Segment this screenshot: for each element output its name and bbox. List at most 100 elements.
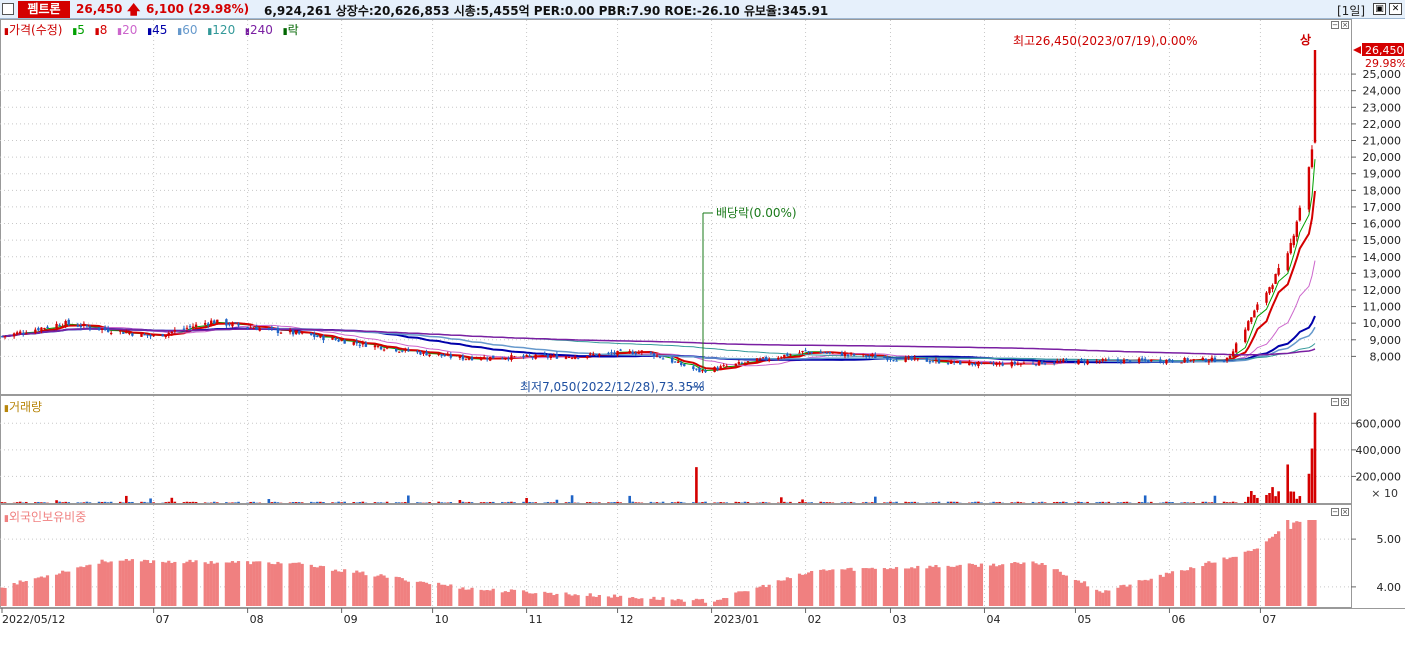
foreign-ratio-bar: [1137, 580, 1141, 606]
candle-body: [704, 370, 707, 373]
foreign-ratio-bar: [121, 560, 125, 606]
stock-name[interactable]: 펨트론: [18, 1, 70, 18]
low-arrow-icon: [690, 381, 704, 388]
candle-body: [968, 362, 971, 366]
volume-bar: [552, 502, 556, 503]
volume-bar: [103, 501, 107, 503]
volume-bar: [1207, 502, 1211, 503]
volume-bar: [270, 502, 274, 503]
volume-bar: [276, 502, 280, 503]
foreign-ratio-bar: [1125, 586, 1129, 606]
candle-body: [1207, 361, 1211, 363]
close-window-button[interactable]: ✕: [1389, 3, 1402, 15]
volume-bar: [531, 502, 534, 503]
foreign-ratio-bar: [0, 587, 4, 606]
candle-body: [1043, 363, 1047, 365]
foreign-ratio-bar: [564, 592, 568, 606]
candle-body: [355, 341, 358, 344]
volume-bar: [106, 502, 110, 503]
candle-body: [143, 334, 146, 336]
foreign-ratio-bar: [1189, 567, 1193, 606]
volume-bar: [237, 501, 240, 503]
foreign-minimize-button[interactable]: −: [1331, 508, 1339, 516]
candle-body: [698, 367, 701, 373]
candle-body: [761, 357, 765, 359]
period-selector[interactable]: [1일]: [1337, 4, 1366, 18]
foreign-ratio-bar: [1167, 573, 1172, 606]
volume-bar: [397, 502, 401, 503]
foreign-ratio-bar: [255, 561, 259, 606]
volume-bar: [485, 502, 489, 503]
volume-bar: [1246, 496, 1250, 503]
foreign-ratio-bar: [1043, 564, 1047, 606]
date-tick-label: 03: [892, 613, 906, 626]
volume-bar: [955, 501, 959, 503]
volume-bar: [949, 501, 953, 503]
volume-bar: [1101, 501, 1105, 503]
candle-body: [352, 341, 355, 345]
foreign-ratio-bar: [1107, 590, 1111, 606]
candle-body: [443, 355, 446, 357]
volume-bar: [1213, 495, 1217, 503]
volume-bar: [121, 502, 125, 503]
foreign-ratio-bar: [152, 560, 156, 606]
foreign-ratio-bar: [694, 598, 699, 606]
candle-body: [868, 356, 871, 358]
price-tick-label: 17,000: [1363, 201, 1402, 214]
foreign-ratio-bar: [991, 563, 996, 606]
foreign-close-button[interactable]: ×: [1341, 508, 1349, 516]
foreign-ratio-bar: [203, 562, 207, 606]
price-tick-label: 13,000: [1363, 267, 1402, 280]
volume-bar: [1037, 502, 1041, 503]
candle-body: [34, 329, 37, 334]
foreign-ratio-bar: [194, 560, 198, 606]
volume-minimize-button[interactable]: −: [1331, 398, 1339, 406]
foreign-ratio-bar: [227, 562, 232, 606]
foreign-ratio-bar: [100, 559, 104, 606]
candle-body: [270, 326, 274, 328]
foreign-ratio-bar: [1213, 562, 1217, 606]
volume-bar: [804, 502, 807, 503]
price-tick-label: 14,000: [1363, 251, 1402, 264]
select-checkbox[interactable]: [2, 3, 14, 15]
candle-body: [0, 336, 4, 338]
foreign-ratio-bar: [807, 572, 811, 606]
volume-close-button[interactable]: ×: [1341, 398, 1349, 406]
candle-body: [1310, 149, 1314, 168]
foreign-ratio-bar: [400, 578, 404, 606]
foreign-ratio-bar: [737, 591, 741, 606]
volume-bar: [379, 502, 383, 503]
candle-body: [88, 326, 92, 329]
candle-body: [570, 357, 574, 359]
low-price-label: 최저7,050(2022/12/28),73.35%: [520, 380, 705, 394]
candle-body: [1062, 359, 1065, 362]
foreign-ratio-bar: [810, 570, 814, 606]
volume-bar: [676, 501, 680, 503]
candle-body: [1286, 253, 1289, 271]
volume-bar: [570, 495, 574, 503]
restore-window-button[interactable]: ▣: [1373, 3, 1386, 15]
volume-bar: [695, 467, 698, 503]
current-price: 26,450: [76, 2, 123, 16]
foreign-ratio-bar: [127, 560, 131, 606]
volume-bar: [758, 502, 762, 503]
volume-bar: [297, 502, 301, 503]
volume-bar: [1062, 501, 1065, 503]
foreign-ratio-bar: [1143, 579, 1147, 606]
panel-minimize-button[interactable]: −: [1331, 21, 1339, 29]
candle-body: [267, 328, 271, 330]
volume-bar: [1243, 501, 1247, 503]
volume-bar: [655, 502, 659, 503]
foreign-ratio-bar: [21, 581, 25, 606]
panel-close-button[interactable]: ×: [1341, 21, 1349, 29]
foreign-ratio-bar: [679, 599, 683, 606]
candle-body: [825, 352, 828, 354]
candle-body: [1265, 292, 1268, 303]
volume-bar: [373, 502, 377, 503]
candle-body: [97, 327, 101, 330]
candle-body: [276, 328, 280, 333]
foreign-ratio-bar: [97, 563, 101, 606]
volume-bar: [886, 502, 889, 503]
candle-body: [194, 324, 198, 327]
